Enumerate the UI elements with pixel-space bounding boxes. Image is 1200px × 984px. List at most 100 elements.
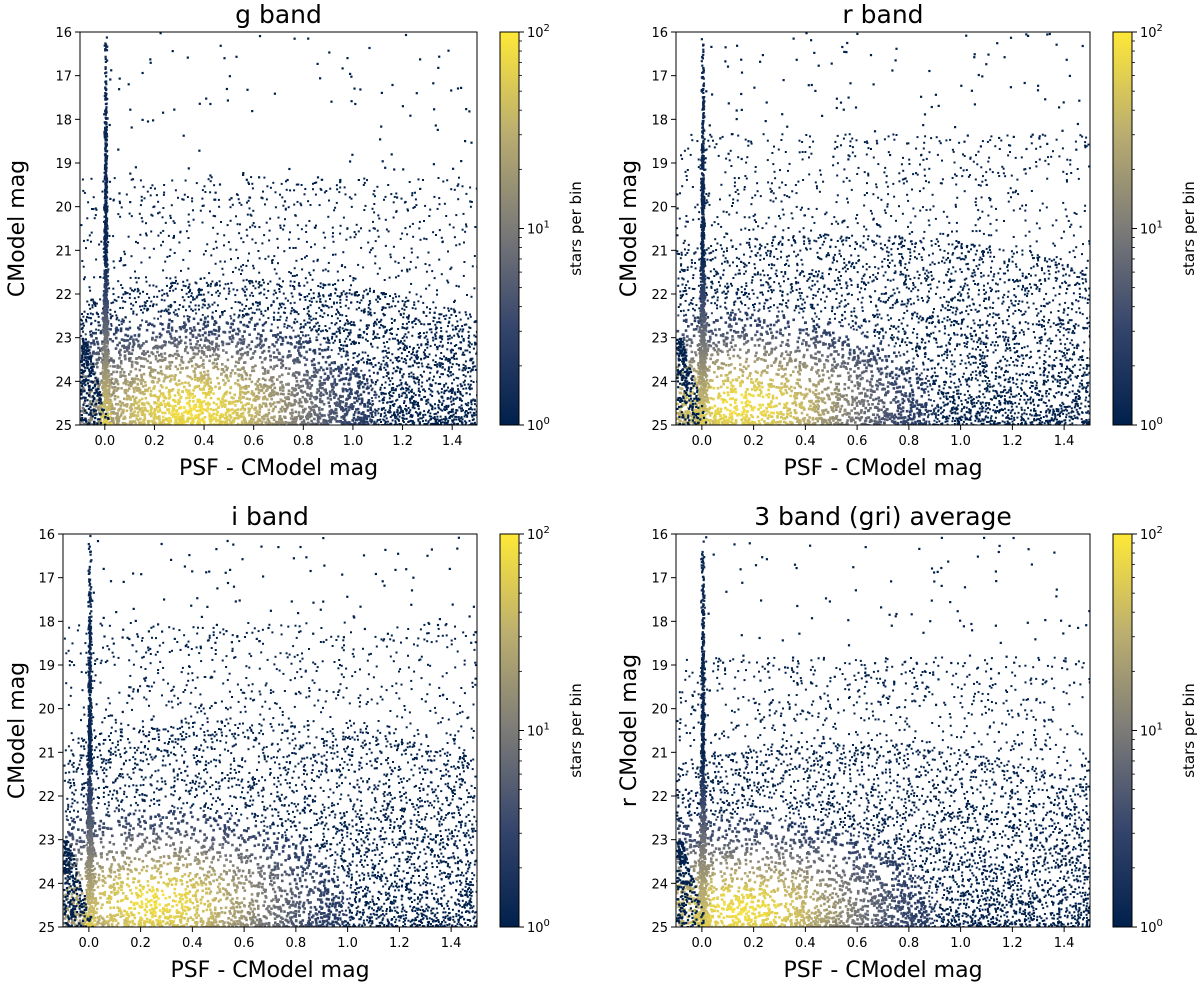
x-tick-label: 0.6 [847,434,868,449]
y-tick-label: 23 [651,332,668,347]
chart-title: g band [235,0,322,29]
y-tick-label: 17 [651,70,668,85]
y-axis: 16 17 18 19 20 21 22 23 24 25 [38,528,63,936]
y-tick-label: 16 [55,26,72,41]
y-tick-label: 20 [651,703,668,718]
y-tick-label: 22 [55,288,72,303]
y-tick-label: 19 [55,157,72,172]
y-tick-label: 24 [38,877,55,892]
colorbar-tick-exponent: 2 [1157,525,1163,536]
y-tick-label: 20 [38,703,55,718]
x-tick-label: 1.4 [1054,434,1075,449]
colorbar-tick-exponent: 0 [1157,918,1163,929]
x-tick-label: 0.8 [293,434,314,449]
y-tick-label: 22 [651,288,668,303]
colorbar-tick-label: 102 [1140,23,1163,41]
y-tick-label: 25 [55,419,72,434]
colorbar-tick-exponent: 0 [1157,416,1163,427]
plot-frame [62,533,478,928]
colorbar-tick-base: 10 [1140,419,1157,434]
colorbar-tick-base: 10 [1140,725,1157,740]
y-tick-label: 16 [38,528,55,543]
x-tick-label: 0.0 [692,434,713,449]
y-tick-label: 17 [38,572,55,587]
y-tick-label: 25 [651,921,668,936]
x-tick-label: 1.0 [950,434,971,449]
x-tick-label: 1.2 [1002,936,1023,951]
colorbar-gradient [1112,31,1133,426]
y-tick-label: 21 [38,746,55,761]
colorbar-tick-base: 10 [527,921,544,936]
y-tick-label: 21 [651,244,668,259]
plot-frame [675,31,1091,426]
colorbar-tick-label: 101 [1140,722,1163,740]
y-axis-label: CModel mag [5,662,30,799]
colorbar-tick-base: 10 [527,419,544,434]
x-tick-label: 1.4 [1054,936,1075,951]
y-tick-label: 23 [55,332,72,347]
colorbar-tick-exponent: 2 [1157,23,1163,34]
x-tick-label: 0.2 [743,936,764,951]
y-tick-label: 24 [55,375,72,390]
colorbar-tick-label: 100 [527,918,550,936]
x-tick-label: 1.0 [950,936,971,951]
colorbar-tick-label: 100 [527,416,550,434]
colorbar-tick-exponent: 1 [1157,220,1163,231]
x-axis: 0.0 0.2 0.4 0.6 0.8 1.0 1.2 1.4 [692,425,1075,449]
panel-3: 0.0 0.2 0.4 0.6 0.8 1.0 1.2 1.41617181920212223… [5,502,585,983]
x-tick-label: 0.4 [182,936,203,951]
x-tick-label: 1.2 [389,936,410,951]
x-tick-label: 1.0 [337,936,358,951]
y-axis: 16 17 18 19 20 21 22 23 24 25 [651,528,676,936]
chart-title: 3 band (gri) average [754,502,1012,531]
density-plot [676,32,1090,425]
x-tick-label: 0.8 [286,936,307,951]
x-tick-label: 0.0 [79,936,100,951]
x-tick-label: 0.0 [94,434,115,449]
x-tick-label: 0.4 [194,434,215,449]
y-tick-label: 22 [38,790,55,805]
x-tick-label: 0.4 [795,434,816,449]
x-tick-label: 0.6 [234,936,255,951]
panel-2: 0.0 0.2 0.4 0.6 0.8 1.0 1.2 1.41617181920212223… [617,0,1198,481]
y-tick-label: 18 [651,113,668,128]
plot-frame [79,31,478,426]
colorbar-tick-exponent: 1 [544,220,550,231]
x-tick-label: 0.8 [899,434,920,449]
panel-4: 0.0 0.2 0.4 0.6 0.8 1.0 1.2 1.41617181920212223… [617,502,1198,983]
colorbar-tick-base: 10 [1140,528,1157,543]
colorbar-label: stars per bin [567,683,585,778]
x-axis-label: PSF - CModel mag [179,456,378,481]
chart-title: r band [842,0,923,29]
colorbar-tick-label: 100 [1140,416,1163,434]
y-tick-label: 22 [651,790,668,805]
colorbar-tick-base: 10 [527,26,544,41]
colorbar-tick-label: 102 [527,23,550,41]
colorbar-label: stars per bin [1180,181,1198,276]
x-tick-label: 1.0 [343,434,364,449]
colorbar-tick-label: 101 [527,722,550,740]
x-tick-label: 0.2 [130,936,151,951]
x-axis: 0.0 0.2 0.4 0.6 0.8 1.0 1.2 1.4 [692,927,1075,951]
panel-1: 0.0 0.2 0.4 0.6 0.8 1.0 1.2 1.41617181920212223… [5,0,585,481]
y-tick-label: 25 [651,419,668,434]
x-tick-label: 1.4 [442,434,463,449]
colorbar-gradient [499,31,520,426]
y-tick-label: 21 [55,244,72,259]
x-tick-label: 0.6 [243,434,264,449]
x-tick-label: 0.2 [743,434,764,449]
y-tick-label: 18 [651,615,668,630]
y-tick-label: 23 [38,834,55,849]
y-axis-label: CModel mag [5,160,30,297]
x-tick-label: 0.4 [795,936,816,951]
colorbar-tick-exponent: 1 [544,722,550,733]
colorbar-tick-label: 102 [527,525,550,543]
colorbar-tick-exponent: 2 [544,525,550,536]
y-axis-label: r CModel mag [617,654,642,807]
x-tick-label: 1.4 [441,936,462,951]
colorbar-label: stars per bin [567,181,585,276]
